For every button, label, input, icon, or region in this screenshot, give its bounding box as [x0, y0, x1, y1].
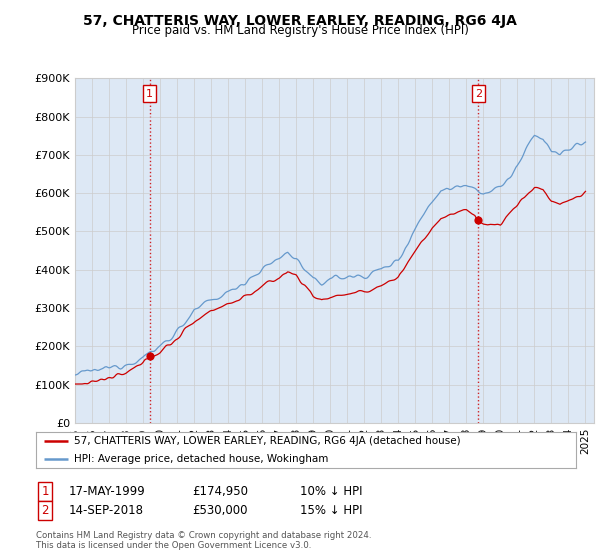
Text: 1: 1	[41, 484, 49, 498]
Text: 1: 1	[146, 88, 153, 99]
Text: 17-MAY-1999: 17-MAY-1999	[69, 484, 146, 498]
Text: 57, CHATTERIS WAY, LOWER EARLEY, READING, RG6 4JA (detached house): 57, CHATTERIS WAY, LOWER EARLEY, READING…	[74, 436, 460, 446]
Text: Contains HM Land Registry data © Crown copyright and database right 2024.
This d: Contains HM Land Registry data © Crown c…	[36, 531, 371, 550]
Text: 57, CHATTERIS WAY, LOWER EARLEY, READING, RG6 4JA: 57, CHATTERIS WAY, LOWER EARLEY, READING…	[83, 14, 517, 28]
Point	[145, 351, 154, 360]
Text: 2: 2	[475, 88, 482, 99]
Text: 2: 2	[41, 504, 49, 517]
Text: £530,000: £530,000	[192, 504, 248, 517]
Text: HPI: Average price, detached house, Wokingham: HPI: Average price, detached house, Woki…	[74, 454, 328, 464]
Text: 14-SEP-2018: 14-SEP-2018	[69, 504, 144, 517]
Text: 10% ↓ HPI: 10% ↓ HPI	[300, 484, 362, 498]
Text: 15% ↓ HPI: 15% ↓ HPI	[300, 504, 362, 517]
Text: £174,950: £174,950	[192, 484, 248, 498]
Text: Price paid vs. HM Land Registry's House Price Index (HPI): Price paid vs. HM Land Registry's House …	[131, 24, 469, 37]
Point	[473, 216, 483, 225]
